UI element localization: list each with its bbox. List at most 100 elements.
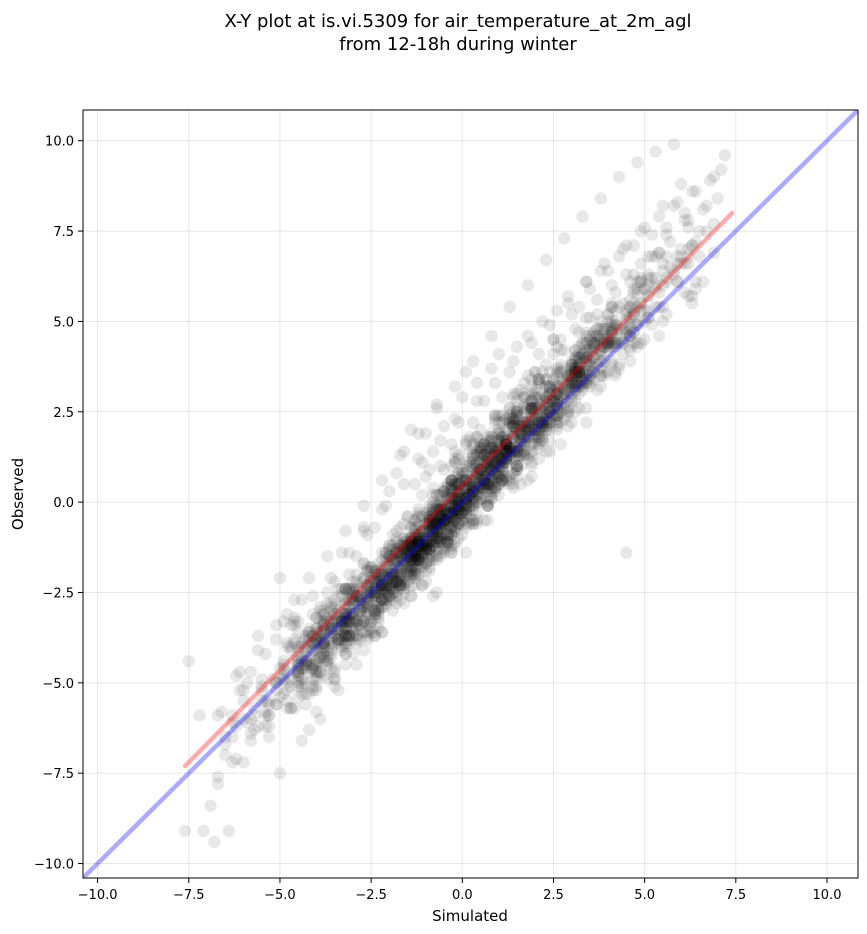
data-point (561, 420, 575, 433)
data-point (591, 383, 604, 397)
data-point (434, 517, 447, 530)
data-point (368, 564, 381, 577)
data-point (474, 441, 487, 455)
data-point (561, 394, 575, 408)
data-point (456, 499, 469, 512)
data-point (339, 608, 352, 621)
data-point (346, 626, 360, 639)
data-point (653, 300, 666, 314)
data-point (255, 694, 268, 708)
data-point (445, 506, 458, 520)
data-point (448, 456, 462, 469)
data-point (496, 416, 509, 429)
data-point (529, 387, 542, 400)
data-point (488, 445, 502, 458)
data-point (518, 438, 531, 451)
data-point (310, 705, 323, 718)
data-point (339, 582, 352, 596)
data-point (550, 365, 564, 379)
data-point (335, 615, 349, 628)
data-point (529, 402, 542, 415)
data-point (696, 203, 710, 216)
data-point (288, 633, 301, 646)
data-point (518, 391, 531, 404)
data-point (357, 521, 370, 534)
data-point (302, 687, 316, 700)
data-point (510, 420, 524, 433)
data-point (354, 597, 367, 610)
data-point (292, 658, 305, 671)
data-point (368, 564, 381, 577)
data-point (277, 655, 290, 668)
data-point (416, 546, 429, 559)
data-point (408, 550, 422, 563)
data-point (412, 427, 425, 440)
data-point (430, 488, 443, 502)
data-point (437, 514, 451, 527)
data-point (481, 514, 494, 527)
data-point (372, 589, 385, 603)
data-point (499, 438, 513, 451)
data-point (510, 441, 524, 455)
data-point (426, 514, 440, 527)
data-point (361, 633, 374, 646)
data-point (208, 835, 221, 849)
data-point (474, 470, 487, 483)
data-point (514, 477, 527, 491)
data-point (594, 322, 608, 335)
data-point (565, 369, 578, 382)
data-point (292, 680, 305, 693)
data-point (496, 430, 509, 444)
data-point (437, 420, 451, 433)
data-point (452, 477, 465, 491)
data-point (379, 586, 392, 599)
data-point (561, 369, 575, 382)
data-point (478, 477, 491, 491)
data-point (372, 622, 385, 635)
data-point (459, 521, 473, 534)
data-point (499, 412, 513, 426)
data-point (532, 402, 546, 415)
data-point (627, 239, 640, 252)
data-point (419, 564, 432, 577)
x-tick-label: 0.0 (452, 888, 473, 903)
data-point (452, 492, 465, 505)
data-point (434, 510, 447, 523)
data-point (324, 571, 338, 585)
data-point (430, 532, 443, 545)
data-point (463, 488, 476, 502)
data-point (514, 445, 527, 458)
data-point (452, 492, 465, 505)
data-point (255, 673, 268, 686)
data-point (426, 517, 440, 530)
data-point (521, 448, 535, 462)
data-point (295, 636, 308, 650)
data-point (529, 423, 542, 436)
data-point (416, 528, 429, 541)
data-point (540, 412, 553, 426)
data-point (456, 528, 469, 541)
data-point (488, 456, 502, 469)
data-point (499, 456, 513, 469)
data-point (416, 539, 429, 552)
data-point (598, 369, 611, 382)
data-point (627, 326, 640, 339)
data-point (361, 597, 374, 610)
data-point (616, 322, 629, 335)
data-point (543, 387, 556, 400)
data-point (335, 626, 349, 639)
data-point (445, 474, 458, 487)
data-point (456, 514, 469, 527)
data-point (448, 412, 462, 426)
data-point (499, 441, 513, 455)
data-point (302, 640, 316, 653)
data-point (488, 481, 502, 494)
data-point (262, 698, 276, 711)
data-point (445, 506, 458, 520)
data-point (576, 383, 589, 397)
data-point (598, 257, 611, 270)
data-point (405, 539, 418, 552)
data-point (540, 423, 553, 436)
data-point (576, 365, 589, 379)
data-point (631, 300, 644, 314)
